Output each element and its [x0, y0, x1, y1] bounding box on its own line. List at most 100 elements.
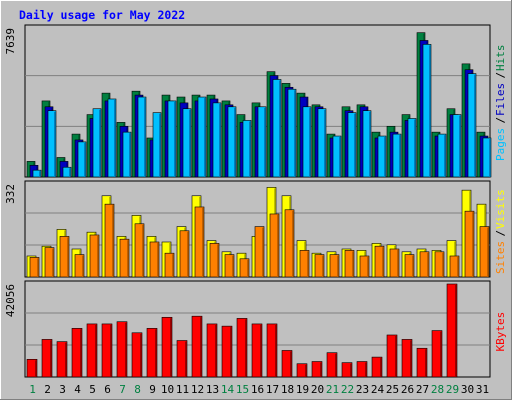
bar-pages-day-12: [197, 96, 207, 178]
bar-pages-day-22: [347, 112, 357, 178]
bar-pages-day-7: [122, 131, 132, 178]
x-tick-label-day-9: 9: [149, 383, 156, 396]
bar-pages-day-19: [302, 106, 312, 178]
bar-shade: [459, 115, 461, 177]
x-tick-label-day-11: 11: [176, 383, 189, 396]
x-tick-label-day-21: 21: [326, 383, 339, 396]
bar-pages-day-9: [152, 112, 162, 178]
bar-pages-day-24: [377, 135, 387, 178]
bar-shade: [157, 242, 159, 277]
legend-hits: Hits: [494, 45, 507, 72]
bar-shade: [427, 252, 429, 277]
bar-pages-day-17: [272, 79, 282, 178]
bar-shade: [245, 319, 247, 377]
bar-shade: [444, 135, 446, 177]
bar-kbytes-day-19: [296, 363, 308, 378]
x-tick-label-day-31: 31: [476, 383, 489, 396]
bar-shade: [80, 329, 82, 377]
bar-kbytes-day-16: [251, 323, 263, 378]
y-max-label: 7639: [4, 28, 17, 55]
bar-sites-day-21: [329, 254, 340, 278]
bar-sites-day-22: [344, 250, 355, 278]
x-tick-label-day-14: 14: [221, 383, 235, 396]
y-max-label: 332: [4, 184, 17, 204]
bar-shade: [125, 322, 127, 377]
bar-shade: [489, 138, 491, 177]
bar-shade: [335, 353, 337, 377]
bar-shade: [322, 255, 324, 277]
bar-shade: [352, 251, 354, 277]
bar-shade: [204, 98, 206, 177]
bar-shade: [380, 358, 382, 377]
bar-shade: [217, 244, 219, 277]
bar-shade: [337, 255, 339, 277]
bar-shade: [219, 103, 221, 177]
bar-sites-day-3: [59, 236, 70, 278]
bar-shade: [112, 205, 114, 277]
chart-title: Daily usage for May 2022: [19, 8, 185, 22]
x-tick-label-day-5: 5: [89, 383, 96, 396]
bar-sites-day-13: [209, 243, 220, 278]
x-tick-label-day-12: 12: [191, 383, 204, 396]
x-tick-label-day-22: 22: [341, 383, 354, 396]
bar-shade: [200, 317, 202, 377]
bar-shade: [292, 210, 294, 277]
bar-shade: [230, 327, 232, 377]
x-tick-label-day-26: 26: [401, 383, 414, 396]
bar-sites-day-20: [314, 254, 325, 278]
legend-separator: /: [494, 72, 507, 79]
bar-pages-day-20: [317, 108, 327, 178]
bar-sites-day-30: [464, 210, 475, 278]
bar-shade: [472, 212, 474, 277]
x-tick-label-day-29: 29: [446, 383, 459, 396]
bar-pages-day-8: [137, 96, 147, 178]
bar-kbytes-day-11: [176, 340, 188, 378]
bar-shade: [290, 351, 292, 377]
bar-kbytes-day-7: [116, 321, 128, 378]
bar-kbytes-day-23: [356, 361, 368, 378]
bar-shade: [367, 256, 369, 277]
bar-shade: [260, 324, 262, 377]
bar-shade: [155, 329, 157, 377]
bar-pages-day-13: [212, 102, 222, 178]
bar-shade: [114, 99, 116, 177]
bar-shade: [215, 324, 217, 377]
x-tick-label-day-15: 15: [236, 383, 249, 396]
bar-pages-day-16: [257, 106, 267, 178]
bar-sites-day-28: [434, 251, 445, 278]
bar-kbytes-day-27: [416, 347, 428, 378]
bar-sites-day-26: [404, 254, 415, 278]
bar-pages-day-29: [452, 114, 462, 178]
bar-shade: [95, 324, 97, 377]
bar-kbytes-day-5: [86, 323, 98, 378]
bar-shade: [412, 255, 414, 277]
bar-pages-day-27: [422, 44, 432, 178]
x-tick-label-day-27: 27: [416, 383, 429, 396]
bar-kbytes-day-22: [341, 362, 353, 378]
bar-sites-day-16: [254, 226, 265, 278]
bar-pages-day-5: [92, 108, 102, 178]
bar-shade: [455, 285, 457, 377]
bar-sites-day-29: [449, 255, 460, 278]
x-tick-label-day-16: 16: [251, 383, 264, 396]
legend-files: Files: [494, 83, 507, 116]
bar-shade: [202, 207, 204, 277]
bar-shade: [324, 109, 326, 177]
bar-sites-day-12: [194, 206, 205, 278]
bar-shade: [369, 111, 371, 177]
x-tick-label-day-17: 17: [266, 383, 279, 396]
bar-shade: [142, 224, 144, 277]
bar-shade: [382, 247, 384, 277]
bar-pages-day-6: [107, 98, 117, 178]
bar-shade: [35, 360, 37, 377]
x-tick-label-day-30: 30: [461, 383, 474, 396]
bar-shade: [320, 362, 322, 377]
bar-shade: [50, 340, 52, 377]
bar-kbytes-day-1: [26, 359, 38, 378]
x-tick-label-day-8: 8: [134, 383, 141, 396]
bar-sites-day-9: [149, 241, 160, 278]
bar-shade: [365, 362, 367, 377]
x-tick-label-day-3: 3: [59, 383, 66, 396]
bar-sites-day-27: [419, 251, 430, 278]
bar-shade: [84, 142, 86, 177]
